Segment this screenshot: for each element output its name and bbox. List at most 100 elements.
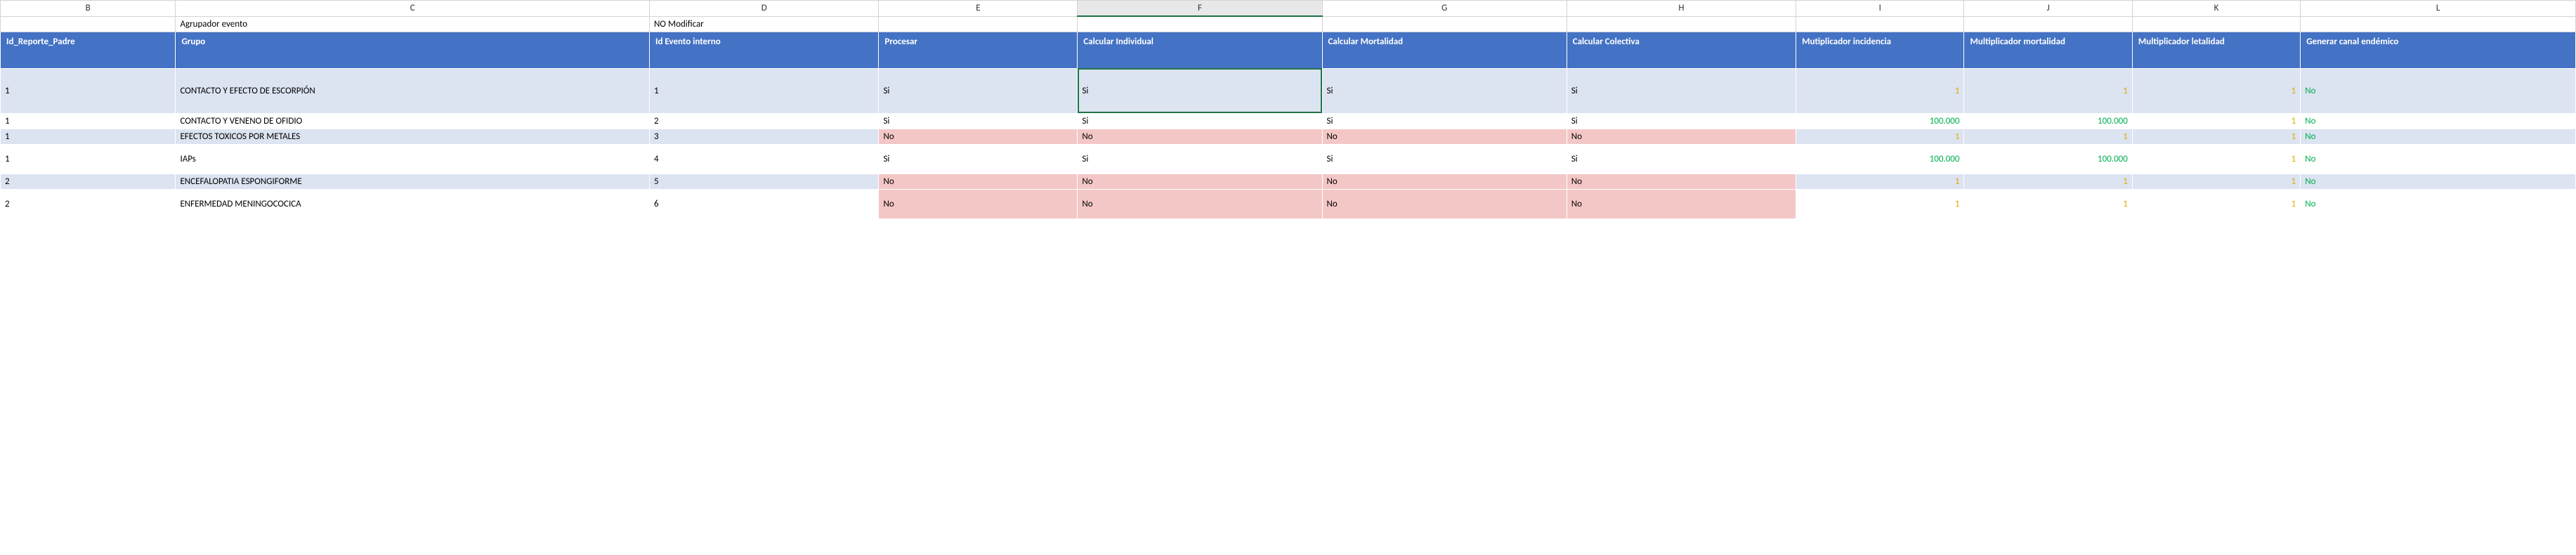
header-id-evento-interno[interactable]: Id Evento interno: [650, 32, 879, 68]
cell[interactable]: 3: [650, 129, 879, 144]
cell-label-no-modificar[interactable]: NO Modificar: [650, 16, 879, 32]
cell[interactable]: No: [2301, 144, 2576, 174]
cell[interactable]: Si: [1322, 144, 1567, 174]
col-letter-selected[interactable]: F: [1078, 1, 1322, 17]
cell[interactable]: [1796, 16, 1964, 32]
cell[interactable]: [2301, 16, 2576, 32]
cell[interactable]: CONTACTO Y EFECTO DE ESCORPIÓN: [176, 68, 650, 113]
cell[interactable]: 1: [650, 68, 879, 113]
cell[interactable]: Si: [879, 113, 1078, 129]
cell[interactable]: 1: [2132, 189, 2300, 218]
cell[interactable]: Si: [1078, 113, 1322, 129]
cell[interactable]: 1: [1964, 189, 2132, 218]
cell[interactable]: No: [1078, 189, 1322, 218]
cell[interactable]: 1: [2132, 68, 2300, 113]
cell[interactable]: 100.000: [1964, 113, 2132, 129]
cell[interactable]: No: [2301, 129, 2576, 144]
cell[interactable]: CONTACTO Y VENENO DE OFIDIO: [176, 113, 650, 129]
col-letter[interactable]: L: [2301, 1, 2576, 17]
cell[interactable]: No: [879, 174, 1078, 189]
header-calcular-mortalidad[interactable]: Calcular Mortalidad: [1322, 32, 1567, 68]
cell[interactable]: [1964, 16, 2132, 32]
cell[interactable]: 2: [650, 113, 879, 129]
cell[interactable]: Si: [1567, 68, 1796, 113]
cell[interactable]: No: [1567, 189, 1796, 218]
cell[interactable]: No: [2301, 174, 2576, 189]
cell[interactable]: No: [879, 189, 1078, 218]
cell[interactable]: Si: [1567, 113, 1796, 129]
col-letter[interactable]: E: [879, 1, 1078, 17]
cell[interactable]: 1: [2132, 174, 2300, 189]
cell[interactable]: 1: [1964, 68, 2132, 113]
cell[interactable]: 2: [1, 174, 176, 189]
cell[interactable]: 4: [650, 144, 879, 174]
header-grupo[interactable]: Grupo: [176, 32, 650, 68]
cell[interactable]: 1: [1, 113, 176, 129]
cell[interactable]: 1: [2132, 113, 2300, 129]
cell[interactable]: 6: [650, 189, 879, 218]
header-multiplicador-letalidad[interactable]: Multiplicador letalidad: [2132, 32, 2300, 68]
cell[interactable]: ENFERMEDAD MENINGOCOCICA: [176, 189, 650, 218]
cell[interactable]: IAPs: [176, 144, 650, 174]
cell[interactable]: No: [2301, 113, 2576, 129]
cell[interactable]: Si: [1078, 68, 1322, 113]
cell[interactable]: No: [1567, 174, 1796, 189]
cell[interactable]: Si: [879, 68, 1078, 113]
cell[interactable]: No: [1322, 189, 1567, 218]
cell[interactable]: 1: [1796, 68, 1964, 113]
cell[interactable]: 1: [2132, 144, 2300, 174]
header-generar-canal-endemico[interactable]: Generar canal endémico: [2301, 32, 2576, 68]
cell[interactable]: ENCEFALOPATIA ESPONGIFORME: [176, 174, 650, 189]
col-letter[interactable]: J: [1964, 1, 2132, 17]
cell[interactable]: [1567, 16, 1796, 32]
cell[interactable]: Si: [1567, 144, 1796, 174]
cell[interactable]: No: [1322, 129, 1567, 144]
cell[interactable]: Si: [1078, 144, 1322, 174]
cell[interactable]: 100.000: [1964, 144, 2132, 174]
cell[interactable]: 1: [1, 144, 176, 174]
col-letter[interactable]: D: [650, 1, 879, 17]
cell[interactable]: [1322, 16, 1567, 32]
header-calcular-colectiva[interactable]: Calcular Colectiva: [1567, 32, 1796, 68]
cell[interactable]: No: [1322, 174, 1567, 189]
cell[interactable]: No: [2301, 68, 2576, 113]
cell[interactable]: 100.000: [1796, 144, 1964, 174]
cell[interactable]: 1: [1796, 129, 1964, 144]
cell[interactable]: 1: [1, 129, 176, 144]
col-letter[interactable]: I: [1796, 1, 1964, 17]
cell[interactable]: No: [879, 129, 1078, 144]
col-letter[interactable]: K: [2132, 1, 2300, 17]
header-multiplicador-incidencia[interactable]: Mutiplicador incidencia: [1796, 32, 1964, 68]
cell[interactable]: 1: [1796, 189, 1964, 218]
cell[interactable]: 1: [1964, 129, 2132, 144]
cell[interactable]: Si: [1322, 68, 1567, 113]
cell[interactable]: 2: [1, 189, 176, 218]
cell[interactable]: [1, 16, 176, 32]
cell[interactable]: No: [1078, 129, 1322, 144]
col-letter[interactable]: B: [1, 1, 176, 17]
cell-label-agrupador[interactable]: Agrupador evento: [176, 16, 650, 32]
col-letter[interactable]: G: [1322, 1, 1567, 17]
col-letter[interactable]: H: [1567, 1, 1796, 17]
cell[interactable]: 1: [1964, 174, 2132, 189]
header-calcular-individual[interactable]: Calcular Individual: [1078, 32, 1322, 68]
cell[interactable]: EFECTOS TOXICOS POR METALES: [176, 129, 650, 144]
header-procesar[interactable]: Procesar: [879, 32, 1078, 68]
cell[interactable]: 1: [2132, 129, 2300, 144]
cell[interactable]: Si: [879, 144, 1078, 174]
header-id-reporte-padre[interactable]: Id_Reporte_Padre: [1, 32, 176, 68]
cell[interactable]: [879, 16, 1078, 32]
header-multiplicador-mortalidad[interactable]: Multiplicador mortalidad: [1964, 32, 2132, 68]
cell[interactable]: [1078, 16, 1322, 32]
col-letter[interactable]: C: [176, 1, 650, 17]
cell[interactable]: No: [2301, 189, 2576, 218]
cell[interactable]: 100.000: [1796, 113, 1964, 129]
cell[interactable]: Si: [1322, 113, 1567, 129]
cell[interactable]: 5: [650, 174, 879, 189]
cell[interactable]: [2132, 16, 2300, 32]
cell[interactable]: 1: [1, 68, 176, 113]
cell[interactable]: No: [1078, 174, 1322, 189]
spreadsheet-grid[interactable]: B C D E F G H I J K L Agrupador evento N…: [0, 0, 2576, 219]
cell[interactable]: 1: [1796, 174, 1964, 189]
cell[interactable]: No: [1567, 129, 1796, 144]
